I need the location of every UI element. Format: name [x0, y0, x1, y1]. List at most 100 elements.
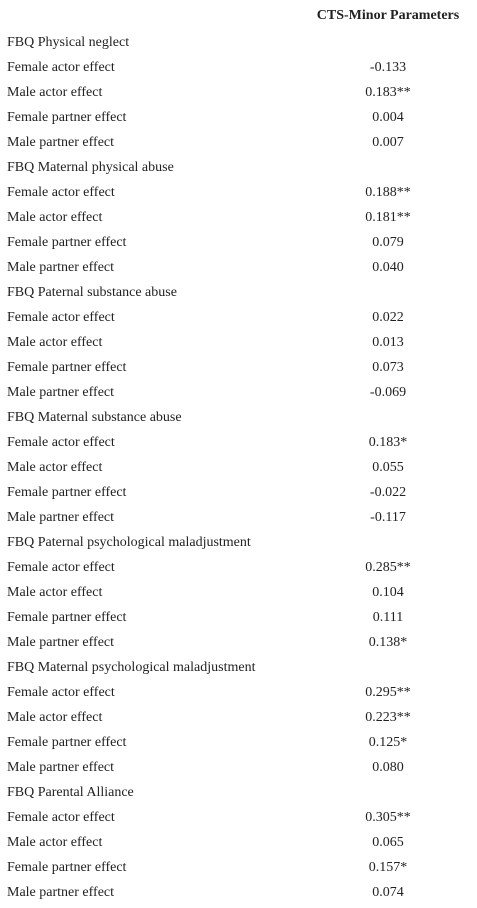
row-label: Male actor effect: [7, 835, 103, 850]
row-value: 0.285**: [365, 560, 411, 575]
row-value: -0.133: [369, 60, 407, 75]
row-label: Male actor effect: [7, 710, 103, 725]
data-row: Male partner effect -0.069: [0, 380, 477, 405]
data-row: Female partner effect -0.022: [0, 480, 477, 505]
group-label: FBQ Paternal psychological maladjustment: [7, 535, 251, 550]
data-row: Male actor effect 0.055: [0, 455, 477, 480]
data-row: Female partner effect 0.125*: [0, 730, 477, 755]
row-label: Male partner effect: [7, 385, 115, 400]
row-value: -0.069: [369, 385, 407, 400]
row-value: 0.183*: [368, 435, 408, 450]
row-value: 0.138*: [368, 635, 408, 650]
group-label: FBQ Maternal psychological maladjustment: [7, 660, 256, 675]
data-row: Male actor effect 0.104: [0, 580, 477, 605]
row-label: Male partner effect: [7, 760, 115, 775]
data-row: Female actor effect 0.285**: [0, 555, 477, 580]
row-label: Female partner effect: [7, 610, 127, 625]
row-label: Female actor effect: [7, 60, 115, 75]
data-row: Female partner effect 0.079: [0, 230, 477, 255]
row-label: Female actor effect: [7, 560, 115, 575]
data-row: Female actor effect -0.133: [0, 55, 477, 80]
row-label: Male actor effect: [7, 85, 103, 100]
row-label: Female actor effect: [7, 310, 115, 325]
group-label: FBQ Maternal physical abuse: [7, 160, 174, 175]
row-label: Female partner effect: [7, 735, 127, 750]
data-row: Female partner effect 0.004: [0, 105, 477, 130]
data-row: Male partner effect 0.074: [0, 880, 477, 905]
row-value: 0.007: [372, 135, 404, 150]
data-row: Female actor effect 0.305**: [0, 805, 477, 830]
row-label: Female actor effect: [7, 685, 115, 700]
row-value: 0.055: [372, 460, 404, 475]
row-label: Male actor effect: [7, 585, 103, 600]
data-row: Female actor effect 0.022: [0, 305, 477, 330]
group-label: FBQ Maternal substance abuse: [7, 410, 182, 425]
row-value: 0.305**: [365, 810, 411, 825]
row-label: Female partner effect: [7, 860, 127, 875]
row-value: 0.125*: [368, 735, 408, 750]
row-value: 0.074: [372, 885, 404, 900]
row-value: 0.111: [372, 610, 404, 625]
row-value: 0.104: [372, 585, 404, 600]
row-value: 0.181**: [365, 210, 411, 225]
group-row: FBQ Paternal psychological maladjustment: [0, 530, 477, 555]
data-row: Female actor effect 0.183*: [0, 430, 477, 455]
data-row: Male partner effect 0.080: [0, 755, 477, 780]
row-label: Female actor effect: [7, 185, 115, 200]
row-value: 0.157*: [368, 860, 408, 875]
group-row: FBQ Parental Alliance: [0, 780, 477, 805]
data-row: Male actor effect 0.223**: [0, 705, 477, 730]
group-label: FBQ Physical neglect: [7, 35, 130, 50]
row-label: Male actor effect: [7, 210, 103, 225]
data-row: Male partner effect 0.138*: [0, 630, 477, 655]
row-label: Male partner effect: [7, 135, 115, 150]
group-row: FBQ Maternal physical abuse: [0, 155, 477, 180]
row-label: Female partner effect: [7, 110, 127, 125]
row-label: Male actor effect: [7, 460, 103, 475]
row-label: Male partner effect: [7, 635, 115, 650]
data-row: Female partner effect 0.111: [0, 605, 477, 630]
group-row: FBQ Maternal psychological maladjustment: [0, 655, 477, 680]
row-label: Female partner effect: [7, 485, 127, 500]
row-value: 0.079: [372, 235, 404, 250]
data-row: Male actor effect 0.013: [0, 330, 477, 355]
column-header: CTS-Minor Parameters: [316, 8, 460, 23]
data-row: Female actor effect 0.188**: [0, 180, 477, 205]
row-value: 0.004: [372, 110, 404, 125]
data-row: Male actor effect 0.181**: [0, 205, 477, 230]
row-value: 0.073: [372, 360, 404, 375]
row-value: 0.188**: [365, 185, 411, 200]
row-value: 0.080: [372, 760, 404, 775]
row-value: 0.040: [372, 260, 404, 275]
group-row: FBQ Paternal substance abuse: [0, 280, 477, 305]
row-label: Male partner effect: [7, 885, 115, 900]
row-label: Male partner effect: [7, 510, 115, 525]
data-row: Male partner effect 0.007: [0, 130, 477, 155]
row-label: Male actor effect: [7, 335, 103, 350]
data-row: Male actor effect 0.065: [0, 830, 477, 855]
data-row: Female partner effect 0.157*: [0, 855, 477, 880]
row-value: 0.065: [372, 835, 404, 850]
data-row: Male partner effect -0.117: [0, 505, 477, 530]
row-label: Female partner effect: [7, 360, 127, 375]
row-label: Male partner effect: [7, 260, 115, 275]
data-row: Male partner effect 0.040: [0, 255, 477, 280]
data-row: Female partner effect 0.073: [0, 355, 477, 380]
group-label: FBQ Parental Alliance: [7, 785, 134, 800]
group-row: FBQ Maternal substance abuse: [0, 405, 477, 430]
data-row: Female actor effect 0.295**: [0, 680, 477, 705]
row-value: 0.183**: [365, 85, 411, 100]
row-label: Female partner effect: [7, 235, 127, 250]
group-label: FBQ Paternal substance abuse: [7, 285, 177, 300]
row-value: 0.295**: [365, 685, 411, 700]
row-value: 0.223**: [365, 710, 411, 725]
row-value: -0.117: [370, 510, 406, 525]
row-label: Female actor effect: [7, 435, 115, 450]
row-value: 0.013: [372, 335, 404, 350]
data-row: Male actor effect 0.183**: [0, 80, 477, 105]
row-value: 0.022: [372, 310, 404, 325]
group-row: FBQ Physical neglect: [0, 30, 477, 55]
row-value: -0.022: [369, 485, 407, 500]
row-label: Female actor effect: [7, 810, 115, 825]
